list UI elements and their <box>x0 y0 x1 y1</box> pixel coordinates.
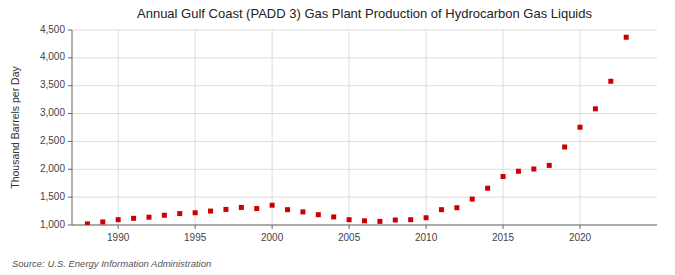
point <box>485 186 490 191</box>
y-tick-label: 1,500 <box>40 191 65 202</box>
x-tick-label: 2000 <box>261 232 284 243</box>
point <box>254 206 259 211</box>
point <box>331 214 336 219</box>
y-tick-label: 4,500 <box>40 24 65 35</box>
x-tick <box>580 225 581 229</box>
point <box>501 174 506 179</box>
y-grid-line <box>72 225 657 226</box>
y-tick-label: 3,500 <box>40 79 65 90</box>
x-tick <box>118 225 119 229</box>
point <box>516 169 521 174</box>
point <box>223 207 228 212</box>
y-grid-line <box>72 141 657 142</box>
point <box>362 218 367 223</box>
y-tick-label: 2,500 <box>40 135 65 146</box>
y-tick <box>68 169 72 170</box>
point <box>85 221 90 225</box>
point <box>300 209 305 214</box>
axes: 1,000 1,500 2,000 2,500 3,000 3,500 4,000 4,500… <box>40 24 657 243</box>
y-tick <box>68 30 72 31</box>
x-grid-line <box>118 30 119 225</box>
x-tick-label: 1995 <box>184 232 207 243</box>
y-tick <box>68 141 72 142</box>
x-tick <box>426 225 427 229</box>
y-tick <box>68 113 72 114</box>
point <box>470 197 475 202</box>
y-tick <box>68 57 72 58</box>
x-tick-label: 1990 <box>107 232 130 243</box>
point <box>177 211 182 216</box>
y-grid-line <box>72 57 657 58</box>
point <box>593 106 598 111</box>
x-grid-line <box>195 30 196 225</box>
y-tick <box>68 85 72 86</box>
x-tick <box>503 225 504 229</box>
x-tick-label: 2005 <box>338 232 361 243</box>
y-grid-line <box>72 169 657 170</box>
point <box>624 35 629 40</box>
y-tick-label: 4,000 <box>40 51 65 62</box>
y-grid-line <box>72 197 657 198</box>
x-grid-line <box>349 30 350 225</box>
title: Annual Gulf Coast (PADD 3) Gas Plant Pro… <box>137 6 592 21</box>
point <box>146 215 151 220</box>
point <box>547 163 552 168</box>
point <box>239 205 244 210</box>
point <box>285 207 290 212</box>
x-tick <box>272 225 273 229</box>
y-grid-line <box>72 113 657 114</box>
grid <box>72 30 657 225</box>
point <box>531 167 536 172</box>
y-tick <box>68 197 72 198</box>
source-note: Source: U.S. Energy Information Administ… <box>12 258 211 269</box>
point <box>377 219 382 224</box>
point <box>270 203 275 208</box>
point <box>162 213 167 218</box>
point <box>100 219 105 224</box>
point <box>608 79 613 84</box>
y-axis-label: Thousand Barrels per Day <box>9 65 21 188</box>
x-axis-line <box>72 225 657 226</box>
y-tick <box>68 225 72 226</box>
point <box>347 217 352 222</box>
x-tick <box>349 225 350 229</box>
point <box>562 145 567 150</box>
point <box>131 216 136 221</box>
point <box>393 217 398 222</box>
x-tick-label: 2020 <box>569 232 592 243</box>
point <box>439 207 444 212</box>
point <box>408 217 413 222</box>
point <box>316 212 321 217</box>
y-grid-line <box>72 85 657 86</box>
x-tick-label: 2010 <box>415 232 438 243</box>
point <box>578 125 583 130</box>
y-tick-label: 2,000 <box>40 163 65 174</box>
x-tick-label: 2015 <box>492 232 515 243</box>
point <box>454 205 459 210</box>
point <box>208 209 213 214</box>
x-grid-line <box>503 30 504 225</box>
y-tick-label: 3,000 <box>40 107 65 118</box>
point <box>424 215 429 220</box>
y-grid-line <box>72 30 657 31</box>
chart: 1,000 1,500 2,000 2,500 3,000 3,500 4,000 4,500… <box>0 0 675 275</box>
x-tick <box>195 225 196 229</box>
point <box>116 217 121 222</box>
point <box>193 210 198 215</box>
points <box>85 35 629 225</box>
x-grid-line <box>272 30 273 225</box>
x-grid-line <box>426 30 427 225</box>
y-tick-label: 1,000 <box>40 219 65 230</box>
y-axis-line <box>72 30 73 225</box>
